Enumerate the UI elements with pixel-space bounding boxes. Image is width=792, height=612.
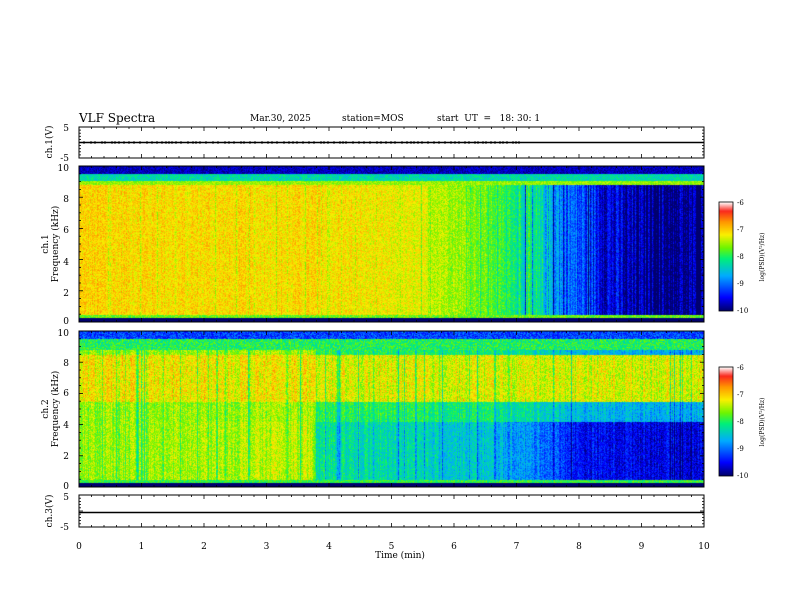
chart-start-time: start UT = 18: 30: 1 (437, 114, 541, 124)
x-axis: 0 1 2 3 4 5 6 7 8 9 10 Time (min) (76, 542, 710, 561)
ch2-freq-tick-4: 4 (63, 421, 69, 431)
ch2-freq-tick-8: 8 (63, 359, 69, 369)
ch1-ytick-top: 5 (63, 124, 69, 134)
ch1-voltage-ylabel: ch.1(V) (44, 126, 55, 159)
ch1-freq-tick-6: 6 (63, 226, 69, 236)
ch1-freq-tick-8: 8 (63, 195, 69, 205)
axis-ticks (78, 126, 705, 528)
ch1-cbar-tick-6: -6 (737, 199, 744, 207)
x-tick-4: 4 (326, 542, 332, 552)
ch1-colorbar-label: log(PSD)(V²/Hz) (759, 233, 766, 282)
ch1-freq-tick-4: 4 (63, 258, 69, 268)
x-tick-9: 9 (639, 542, 645, 552)
ch1-freq-tick-2: 2 (63, 289, 69, 299)
x-tick-8: 8 (576, 542, 582, 552)
ch2-spectrogram-panel: 0 2 4 6 8 10 ch.2 Frequency (kHz) (41, 329, 705, 492)
x-tick-2: 2 (201, 542, 207, 552)
ch2-spectrogram-canvas (79, 331, 704, 487)
chart-date: Mar.30, 2025 (250, 114, 311, 124)
ch2-ylabel-channel: ch.2 (41, 399, 51, 418)
x-tick-3: 3 (264, 542, 270, 552)
ch2-cbar-tick-6: -6 (737, 364, 744, 372)
x-tick-6: 6 (451, 542, 457, 552)
x-tick-0: 0 (76, 542, 82, 552)
ch3-voltage-frame (78, 494, 705, 528)
ch1-cbar-tick-7: -7 (737, 226, 744, 234)
ch2-ylabel-frequency: Frequency (kHz) (50, 371, 61, 448)
ch1-colorbar: -6 -7 -8 -9 -10 log(PSD)(V²/Hz) (718, 199, 766, 315)
x-tick-7: 7 (514, 542, 520, 552)
ch3-voltage-panel: 5 -5 ch.3(V) (44, 493, 705, 533)
ch1-ytick-bottom: -5 (60, 154, 69, 164)
ch3-ytick-top: 5 (63, 493, 69, 503)
ch1-ylabel-channel: ch.1 (41, 234, 51, 253)
ch1-cbar-tick-8: -8 (737, 253, 744, 261)
ch1-cbar-tick-10: -10 (737, 307, 748, 315)
ch1-ylabel-frequency: Frequency (kHz) (50, 206, 61, 283)
ch1-voltage-panel: 5 -5 ch.1(V) (44, 124, 705, 164)
ch2-cbar-tick-10: -10 (737, 472, 748, 480)
ch1-cbar-tick-9: -9 (737, 280, 744, 288)
ch1-colorbar-canvas (719, 202, 733, 311)
ch2-colorbar: -6 -7 -8 -9 -10 log(PSD)(V²/Hz) (718, 364, 766, 480)
x-axis-label: Time (min) (375, 550, 425, 561)
ch2-freq-tick-10: 10 (58, 329, 70, 339)
x-tick-1: 1 (139, 542, 145, 552)
ch1-freq-tick-10: 10 (58, 164, 70, 174)
ch2-cbar-tick-9: -9 (737, 445, 744, 453)
x-tick-5: 5 (389, 542, 395, 552)
x-tick-10: 10 (698, 542, 710, 552)
ch2-cbar-tick-8: -8 (737, 418, 744, 426)
ch2-cbar-tick-7: -7 (737, 391, 744, 399)
ch1-spectrogram-panel: 0 2 4 6 8 10 ch.1 Frequency (kHz) (41, 164, 705, 327)
chart-title: VLF Spectra (79, 111, 156, 125)
ch2-freq-tick-2: 2 (63, 452, 69, 462)
ch2-freq-tick-6: 6 (63, 389, 69, 399)
ch1-spectrogram-canvas (79, 166, 704, 322)
ch3-ytick-bottom: -5 (60, 523, 69, 533)
ch1-freq-tick-0: 0 (63, 317, 69, 327)
ch2-colorbar-label: log(PSD)(V²/Hz) (759, 398, 766, 447)
ch2-colorbar-canvas (719, 367, 733, 476)
ch3-voltage-ylabel: ch.3(V) (44, 495, 55, 528)
chart-station: station=MOS (342, 114, 404, 124)
ch1-trace-noise (83, 141, 520, 144)
ch2-freq-tick-0: 0 (63, 482, 69, 492)
